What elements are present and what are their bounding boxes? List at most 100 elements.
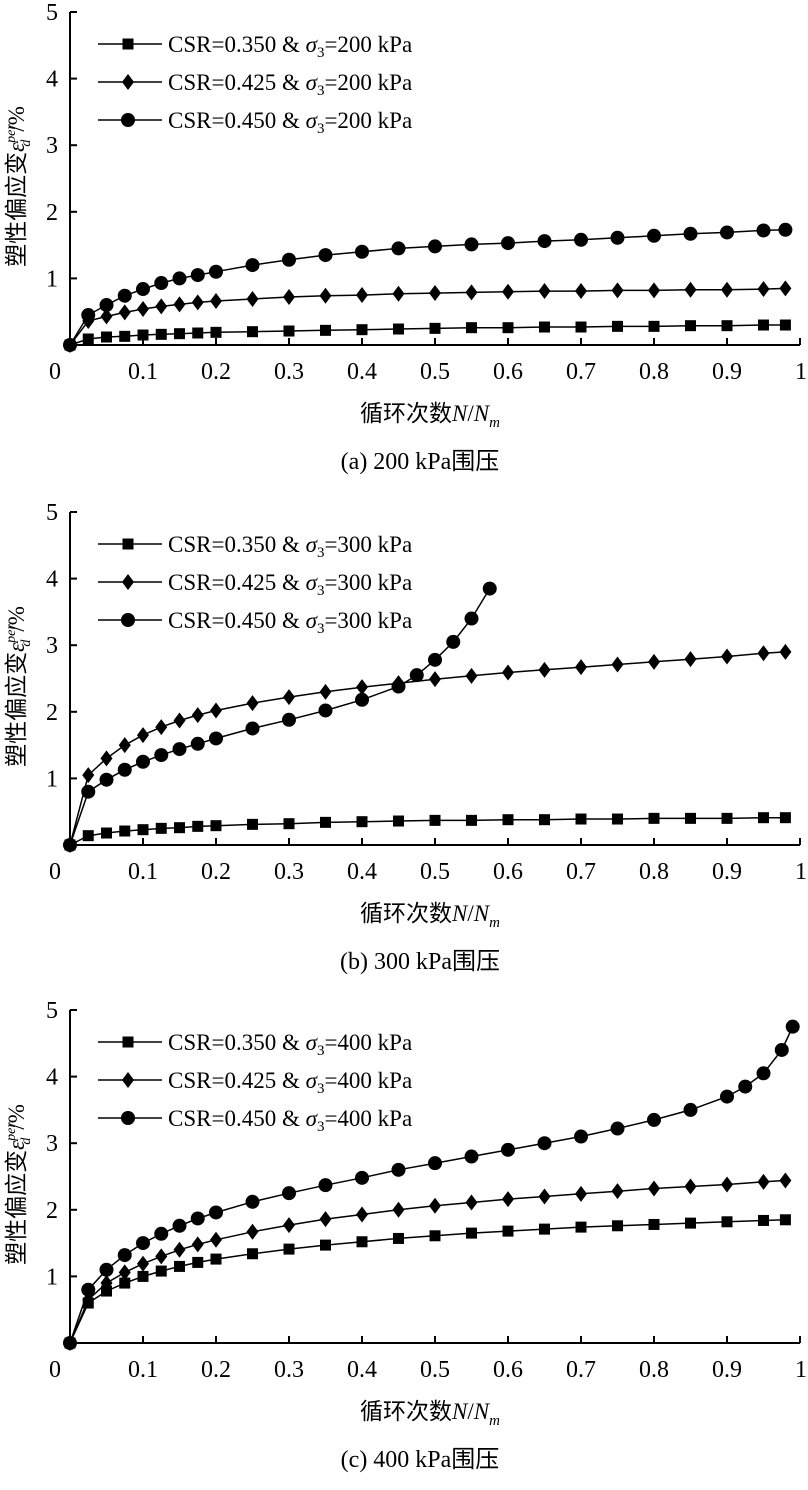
data-point-square <box>82 333 94 345</box>
data-point-circle <box>245 258 260 273</box>
data-point-diamond <box>356 287 368 304</box>
data-point-diamond <box>757 281 770 298</box>
legend-marker-diamond <box>122 574 134 590</box>
data-point-circle <box>785 1019 800 1034</box>
data-point-square <box>575 1221 587 1233</box>
data-point-circle <box>172 271 187 286</box>
data-point-circle <box>99 1262 114 1277</box>
data-point-square <box>721 1216 733 1228</box>
chart-panel-a: 0 0.1 0.2 0.3 0.4 0.5 0.6 0.7 0.8 0.9 1 1 2 3 4 5 CSR=0.… <box>0 0 808 485</box>
data-point-circle <box>209 264 223 279</box>
data-point-diamond <box>648 1180 660 1197</box>
data-point-square <box>758 319 769 331</box>
data-point-circle <box>282 712 296 727</box>
data-point-circle <box>355 244 369 259</box>
data-point-circle <box>446 634 461 649</box>
x-tick-label: 0.1 <box>128 859 158 885</box>
data-point-square <box>137 1270 149 1282</box>
data-point-square <box>575 813 587 825</box>
data-point-diamond <box>155 719 168 736</box>
data-point-circle <box>428 652 442 667</box>
panel-caption: (a) 200 kPa围压 <box>341 449 500 475</box>
data-point-square <box>283 325 295 337</box>
legend-label: CSR=0.450 & σ3=200 kPa <box>168 108 412 137</box>
data-point-circle <box>610 230 625 245</box>
chart-b-svg: 0 0.1 0.2 0.3 0.4 0.5 0.6 0.7 0.8 0.9 1 1 2 3 4 5 CSR=0.… <box>4 500 807 975</box>
data-point-circle <box>720 225 734 240</box>
x-tick-label: 0.1 <box>128 1357 158 1383</box>
data-point-diamond <box>538 1188 551 1205</box>
data-point-circle <box>464 237 479 252</box>
y-tick-label: 1 <box>46 766 58 792</box>
chart-panel-b: 0 0.1 0.2 0.3 0.4 0.5 0.6 0.7 0.8 0.9 1 1 2 3 4 5 CSR=0.… <box>0 500 808 985</box>
data-point-circle <box>683 1102 698 1117</box>
legend-marker-diamond <box>122 1072 134 1088</box>
data-point-circle <box>136 1236 150 1251</box>
data-point-circle <box>63 838 77 852</box>
data-point-diamond <box>779 280 792 297</box>
data-point-square <box>393 323 404 335</box>
x-tick-label: 0.3 <box>274 1357 304 1383</box>
series-diamond <box>64 1172 792 1351</box>
data-point-circle <box>99 298 114 313</box>
data-point-square <box>502 1225 514 1237</box>
data-point-square <box>192 327 204 339</box>
x-axis-label: 循环次数N/Nm <box>360 401 500 431</box>
y-tick-label: 3 <box>46 133 58 159</box>
data-point-diamond <box>319 1211 332 1228</box>
x-tick-label: 0.5 <box>420 359 450 385</box>
data-point-circle <box>318 1178 333 1193</box>
x-tick-label: 0.5 <box>420 1357 450 1383</box>
legend-marker-diamond <box>122 74 134 90</box>
y-axis-label: 塑性偏应变εperd/% <box>4 106 34 267</box>
legend-item: CSR=0.450 & σ3=400 kPa <box>98 1106 412 1135</box>
legend-item: CSR=0.425 & σ3=200 kPa <box>98 70 412 99</box>
data-point-square <box>466 1227 477 1239</box>
data-point-circle <box>154 1226 169 1241</box>
data-point-diamond <box>757 1173 770 1190</box>
data-point-square <box>119 825 131 837</box>
data-point-diamond <box>137 301 149 318</box>
data-point-square <box>612 320 623 332</box>
legend-item: CSR=0.450 & σ3=300 kPa <box>98 608 412 637</box>
data-point-square <box>721 812 733 824</box>
series-square <box>64 1214 791 1349</box>
data-point-diamond <box>648 653 660 670</box>
series-diamond <box>64 643 792 853</box>
data-point-diamond <box>118 1264 131 1281</box>
data-point-square <box>648 812 660 824</box>
data-point-square <box>648 1218 660 1230</box>
data-point-circle <box>428 239 442 254</box>
series-line <box>69 1219 786 1344</box>
x-tick-label: 0.8 <box>639 1357 669 1383</box>
data-point-square <box>393 815 404 827</box>
data-point-diamond <box>100 308 113 325</box>
data-point-square <box>466 322 477 334</box>
legend-label: CSR=0.350 & σ3=200 kPa <box>168 32 412 61</box>
series-square <box>64 319 791 351</box>
data-point-circle <box>501 1142 515 1157</box>
data-point-circle <box>190 268 205 283</box>
y-tick-label: 1 <box>46 266 58 292</box>
data-point-square <box>119 1277 131 1289</box>
data-point-square <box>137 824 149 836</box>
legend-label: CSR=0.450 & σ3=300 kPa <box>168 608 412 637</box>
data-point-circle <box>391 679 406 694</box>
x-tick-label: 0.8 <box>639 859 669 885</box>
data-point-diamond <box>684 1178 697 1195</box>
data-point-square <box>502 322 514 334</box>
x-tick-label: 0.3 <box>274 359 304 385</box>
data-point-square <box>648 320 660 332</box>
data-point-diamond <box>611 656 624 673</box>
y-tick-label: 5 <box>46 500 58 526</box>
data-point-square <box>247 1248 258 1260</box>
legend-marker-square <box>122 38 134 50</box>
data-point-circle <box>190 1211 205 1226</box>
x-tick-label: 0.1 <box>128 359 158 385</box>
data-point-square <box>82 830 94 842</box>
y-axis-label: 塑性偏应变εperd/% <box>4 1104 34 1265</box>
data-point-diamond <box>100 750 113 767</box>
data-point-diamond <box>502 664 514 681</box>
data-point-square <box>779 1214 791 1226</box>
data-point-circle <box>99 772 114 787</box>
